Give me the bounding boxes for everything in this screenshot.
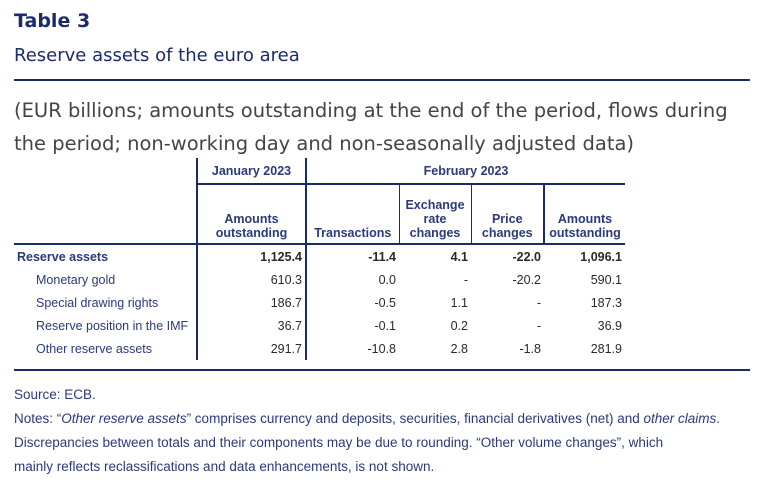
- cell: 4.1: [450, 249, 468, 264]
- cell: -0.5: [305, 291, 399, 314]
- cell: -10.8: [305, 337, 399, 360]
- cell: -22.0: [512, 249, 542, 264]
- notes-line-3: mainly reflects reclassifications and da…: [14, 459, 435, 474]
- footnotes: Source: ECB. Notes: “Other reserve asset…: [14, 383, 764, 479]
- reserve-assets-table: January 2023 February 2023 Amounts outst…: [14, 158, 625, 360]
- cell: -: [536, 318, 541, 333]
- cell: 36.9: [597, 318, 622, 333]
- row-label: Reserve position in the IMF: [36, 318, 189, 333]
- row-label: Special drawing rights: [36, 295, 159, 310]
- row-label: Monetary gold: [36, 272, 116, 287]
- source-note: Source: ECB.: [14, 387, 96, 402]
- table-subtitle: Reserve assets of the euro area: [14, 45, 300, 66]
- table-title: Table 3: [14, 10, 91, 32]
- cell: -0.1: [305, 314, 399, 337]
- cell: -11.4: [305, 244, 399, 268]
- cell: 281.9: [590, 341, 622, 356]
- cell: 1,096.1: [580, 249, 622, 264]
- cell: 36.7: [196, 314, 306, 337]
- col-header: Transactions: [305, 184, 399, 245]
- col-header: Price changes: [470, 184, 544, 245]
- unit-note: (EUR billions; amounts outstanding at th…: [14, 99, 728, 155]
- top-divider: [14, 79, 750, 81]
- col-header: Exchange rate changes: [398, 184, 471, 245]
- cell: 0.0: [305, 268, 399, 291]
- period-header-feb: February 2023: [305, 158, 625, 185]
- cell: -: [463, 272, 468, 287]
- row-label: Reserve assets: [17, 249, 109, 264]
- cell: -20.2: [512, 272, 542, 287]
- table-row: Other reserve assets 291.7 -10.8 2.8 -1.…: [14, 337, 625, 360]
- cell: 610.3: [196, 268, 306, 291]
- table-row: Monetary gold 610.3 0.0 - -20.2 590.1: [14, 268, 625, 291]
- cell: 0.2: [450, 318, 468, 333]
- notes-line-1: Notes: “Other reserve assets” comprises …: [14, 411, 721, 426]
- cell: 2.8: [450, 341, 468, 356]
- cell: -1.8: [519, 341, 541, 356]
- cell: 1,125.4: [196, 244, 306, 268]
- col-header: Amounts outstanding: [543, 184, 625, 245]
- table-row: Reserve position in the IMF 36.7 -0.1 0.…: [14, 314, 625, 337]
- table-row: Reserve assets 1,125.4 -11.4 4.1 -22.0 1…: [14, 244, 625, 268]
- cell: 1.1: [450, 295, 468, 310]
- cell: 291.7: [196, 337, 306, 360]
- cell: 187.3: [590, 295, 622, 310]
- row-label: Other reserve assets: [36, 341, 153, 356]
- bottom-divider: [14, 369, 750, 371]
- notes-line-2: Discrepancies between totals and their c…: [14, 435, 664, 450]
- cell: -: [536, 295, 541, 310]
- col-header: Amounts outstanding: [196, 184, 306, 245]
- table-row: Special drawing rights 186.7 -0.5 1.1 - …: [14, 291, 625, 314]
- cell: 590.1: [590, 272, 622, 287]
- cell: 186.7: [196, 291, 306, 314]
- period-header-jan: January 2023: [196, 158, 306, 185]
